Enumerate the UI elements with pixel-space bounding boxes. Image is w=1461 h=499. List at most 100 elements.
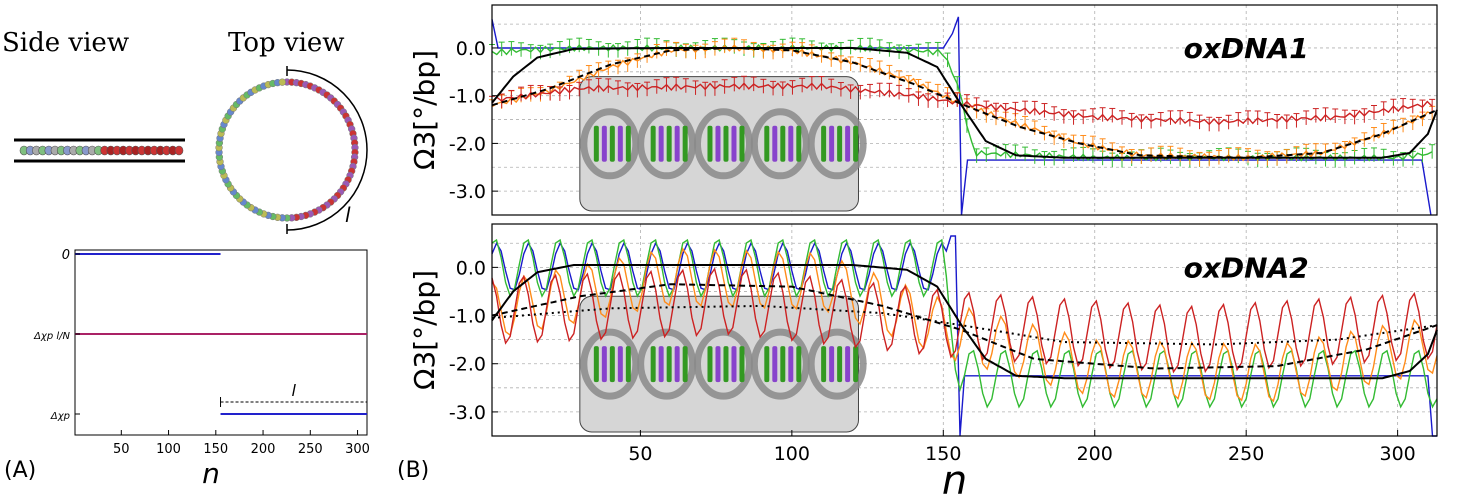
base-pair [731, 125, 737, 162]
base-pair [829, 125, 835, 162]
base-pair [593, 125, 599, 162]
base-pair [601, 125, 607, 162]
y-axis-label: Ω3[°/bp] [408, 270, 441, 390]
x-tick-label: 50 [628, 443, 652, 465]
series-4 [491, 47, 1438, 159]
helix-turn [637, 328, 697, 400]
x-tick-label: 200 [251, 442, 276, 457]
base-pair [772, 346, 778, 383]
y-tick-label: 0.0 [456, 38, 486, 60]
x-axis-label: n [942, 458, 967, 499]
base-pair [707, 346, 713, 383]
y-tick-label: Δχp l/N [33, 331, 70, 342]
y-tick-label: -3.0 [449, 181, 486, 203]
x-tick-label: 100 [774, 443, 810, 465]
x-tick-label: 300 [1379, 443, 1415, 465]
x-tick-label: 250 [298, 442, 323, 457]
side-bead [174, 145, 184, 156]
base-pair [715, 346, 721, 383]
series-3 [491, 267, 1438, 374]
base-pair [601, 346, 607, 383]
base-pair [780, 125, 786, 162]
panel-a-chart: 0 Δχp l/N Δχp 50 100 150 200 250 300 l n [33, 248, 370, 490]
base-pair [829, 346, 835, 383]
base-pair [715, 125, 721, 162]
plot-frame [491, 223, 1438, 437]
base-pair [796, 125, 802, 162]
base-pair [674, 125, 680, 162]
subplot-oxDNA2: 0.0 -1.0 -2.0 -3.0 oxDNA2 Ω3[°/bp] 50 100 150 200… [408, 223, 1438, 499]
x-tick-label: 200 [1077, 443, 1113, 465]
x-tick-label: 300 [345, 442, 370, 457]
base-pair [650, 125, 656, 162]
base-pair [780, 346, 786, 383]
base-pair [796, 346, 802, 383]
base-pair [609, 125, 615, 162]
base-pair [617, 346, 623, 383]
top-view-illustration: l [215, 66, 368, 234]
base-pair [658, 125, 664, 162]
plot-frame [74, 249, 368, 436]
side-view-illustration [14, 138, 185, 163]
y-tick-label: -3.0 [449, 402, 486, 424]
series-5 [491, 283, 1438, 370]
y-tick-label: 0.0 [456, 257, 486, 279]
series-4 [491, 264, 1438, 380]
subplot-title: oxDNA1 [1184, 32, 1309, 65]
base-pair [764, 125, 770, 162]
helix-turn [807, 328, 867, 400]
base-pair [723, 346, 729, 383]
base-pair [853, 346, 859, 383]
base-pair [821, 346, 827, 383]
subplot-title: oxDNA2 [1184, 251, 1309, 284]
base-pair [593, 346, 599, 383]
base-pair [837, 346, 843, 383]
side-view-title: Side view [2, 28, 130, 58]
y-tick-label: 0 [62, 248, 70, 263]
helix-turn [693, 108, 753, 180]
series-1 [491, 238, 1438, 409]
base-pair [853, 125, 859, 162]
dna-inset-icon [579, 295, 867, 433]
subplot-oxDNA1: 0.0 -1.0 -2.0 -3.0 oxDNA1 Ω3[°/bp] [408, 4, 1438, 216]
base-pair [788, 125, 794, 162]
y-tick-label: -1.0 [449, 306, 486, 328]
base-pair [674, 346, 680, 383]
base-pair [845, 346, 851, 383]
panel-b-chart: 0.0 -1.0 -2.0 -3.0 oxDNA1 Ω3[°/bp] 0.0 -1.0 -2.0… [408, 4, 1438, 499]
helix-turn [693, 328, 753, 400]
y-tick-label: -2.0 [449, 354, 486, 376]
bracket-label: l [292, 381, 297, 400]
base-pair [625, 346, 631, 383]
base-pair [707, 125, 713, 162]
base-pair [609, 346, 615, 383]
base-pair [739, 125, 745, 162]
x-tick-label: 100 [156, 442, 181, 457]
panel-b-label: (B) [397, 458, 430, 483]
base-pair [617, 125, 623, 162]
ring-bead [278, 78, 286, 86]
base-pair [682, 346, 688, 383]
base-pair [772, 125, 778, 162]
x-tick-label: 150 [925, 443, 961, 465]
base-pair [788, 346, 794, 383]
helix-turn [580, 328, 640, 400]
helix-turn [750, 328, 810, 400]
helix-turn [750, 108, 810, 180]
x-tick-label: 50 [113, 442, 130, 457]
x-axis-label: n [202, 457, 220, 490]
base-pair [666, 346, 672, 383]
plot-frame [491, 4, 1438, 216]
base-pair [658, 346, 664, 383]
base-pair [845, 125, 851, 162]
y-tick-label: -2.0 [449, 133, 486, 155]
base-pair [731, 346, 737, 383]
helix-turn [807, 108, 867, 180]
base-pair [682, 125, 688, 162]
helix-turn [637, 108, 697, 180]
base-pair [821, 125, 827, 162]
y-tick-label: -1.0 [449, 86, 486, 108]
base-pair [764, 346, 770, 383]
panel-a-label: (A) [4, 458, 37, 483]
top-view-title: Top view [228, 28, 345, 58]
